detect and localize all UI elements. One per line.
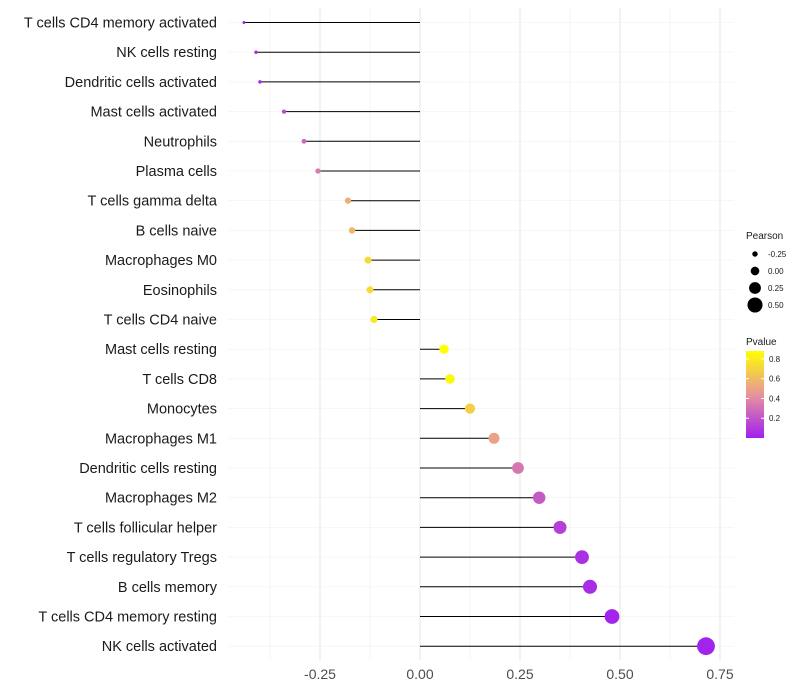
category-label: Macrophages M1 bbox=[105, 431, 217, 447]
lollipop-point bbox=[348, 227, 356, 234]
pearson-legend-key bbox=[752, 251, 758, 257]
category-label: NK cells resting bbox=[116, 45, 217, 61]
category-label: Neutrophils bbox=[144, 134, 217, 150]
lollipop-point bbox=[281, 109, 287, 114]
pvalue-legend-title: Pvalue bbox=[746, 337, 777, 348]
pearson-legend-title: Pearson bbox=[746, 231, 783, 242]
category-label: Plasma cells bbox=[136, 164, 217, 180]
category-label: T cells follicular helper bbox=[74, 520, 217, 536]
stem-layer bbox=[244, 22, 706, 647]
pearson-legend-label: 0.25 bbox=[768, 284, 784, 293]
lollipop-point bbox=[366, 286, 374, 294]
lollipop-point bbox=[604, 609, 620, 624]
category-label: B cells naive bbox=[136, 223, 217, 239]
lollipop-point bbox=[575, 550, 589, 565]
category-label: B cells memory bbox=[118, 580, 218, 596]
category-label: NK cells activated bbox=[102, 639, 217, 655]
lollipop-point bbox=[464, 403, 476, 414]
category-label: Macrophages M2 bbox=[105, 491, 217, 507]
lollipop-point bbox=[364, 256, 372, 264]
lollipop-point bbox=[532, 491, 546, 504]
x-tick-label: 0.50 bbox=[606, 666, 633, 682]
category-label: T cells CD4 memory activated bbox=[24, 16, 217, 32]
pearson-legend-key bbox=[749, 282, 761, 294]
lollipop-point bbox=[258, 80, 262, 84]
lollipop-point bbox=[439, 344, 449, 354]
category-label: Dendritic cells activated bbox=[65, 75, 217, 91]
x-tick-label: 0.25 bbox=[506, 666, 533, 682]
pvalue-legend-label: 0.6 bbox=[769, 375, 781, 384]
pvalue-legend: Pvalue 0.8 0.6 0.4 0.2 bbox=[746, 337, 781, 438]
lollipop-point bbox=[553, 520, 567, 534]
lollipop-point bbox=[301, 138, 307, 144]
pvalue-legend-label: 0.4 bbox=[769, 394, 781, 403]
pvalue-colorbar bbox=[746, 351, 764, 438]
grid-layer bbox=[228, 8, 734, 660]
category-label: Mast cells resting bbox=[105, 342, 217, 358]
lollipop-point bbox=[254, 50, 258, 54]
lollipop-point bbox=[488, 432, 500, 444]
lollipop-point bbox=[344, 197, 352, 204]
x-tick-label: -0.25 bbox=[304, 666, 336, 682]
category-label: T cells CD4 naive bbox=[104, 313, 217, 329]
category-labels: T cells CD4 memory activated NK cells res… bbox=[24, 16, 218, 656]
lollipop-point bbox=[370, 315, 378, 324]
x-axis-ticks: -0.25 0.00 0.25 0.50 0.75 bbox=[304, 666, 734, 682]
x-tick-label: 0.75 bbox=[706, 666, 733, 682]
category-label: Monocytes bbox=[147, 402, 217, 418]
pvalue-legend-label: 0.8 bbox=[769, 355, 781, 364]
category-label: Macrophages M0 bbox=[105, 253, 217, 269]
category-label: Dendritic cells resting bbox=[79, 461, 217, 477]
pearson-legend-label: -0.25 bbox=[768, 250, 787, 259]
pearson-legend-label: 0.50 bbox=[768, 301, 784, 310]
category-label: Eosinophils bbox=[143, 283, 217, 299]
category-label: T cells regulatory Tregs bbox=[67, 550, 217, 566]
category-label: T cells CD4 memory resting bbox=[38, 610, 217, 626]
pearson-legend-key bbox=[750, 266, 760, 276]
category-label: T cells gamma delta bbox=[88, 194, 218, 210]
lollipop-point bbox=[445, 374, 455, 384]
pvalue-legend-label: 0.2 bbox=[769, 414, 781, 423]
x-tick-label: 0.00 bbox=[406, 666, 433, 682]
category-label: Mast cells activated bbox=[90, 105, 217, 121]
pearson-legend: Pearson -0.25 0.00 0.25 0.50 bbox=[746, 231, 787, 313]
lollipop-point bbox=[315, 168, 321, 174]
point-layer bbox=[242, 21, 715, 656]
pearson-legend-key bbox=[747, 297, 763, 313]
category-label: T cells CD8 bbox=[142, 372, 217, 388]
lollipop-point bbox=[697, 637, 715, 656]
lollipop-point bbox=[512, 462, 524, 474]
lollipop-point bbox=[582, 579, 598, 594]
pearson-legend-label: 0.00 bbox=[768, 267, 784, 276]
lollipop-point bbox=[242, 21, 246, 24]
